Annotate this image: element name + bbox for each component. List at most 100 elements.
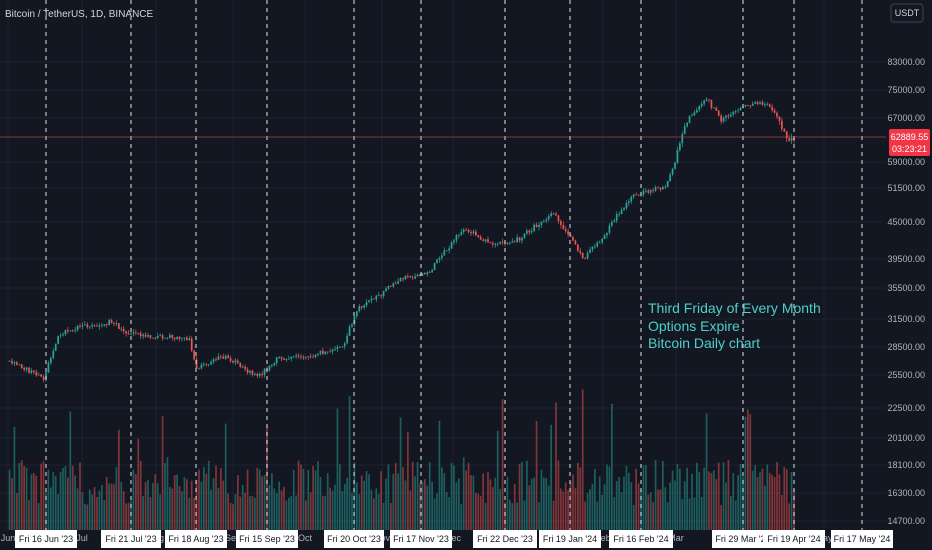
candle [671, 167, 674, 177]
volume-bar [290, 496, 293, 530]
candle [312, 354, 314, 359]
expiry-date-label[interactable]: Fri 18 Aug '23 [165, 530, 227, 548]
candle [343, 341, 346, 350]
expiry-date-label[interactable]: Fri 16 Feb '24 [609, 530, 673, 548]
volume-bar [375, 488, 378, 530]
volume-bar [45, 492, 47, 530]
volume-bar [18, 462, 21, 530]
volume-bar [254, 497, 256, 530]
volume-bar [764, 485, 766, 530]
expiry-date-label[interactable]: Fri 17 May '24 [831, 530, 893, 548]
candle [533, 222, 535, 232]
volume-bar [608, 466, 611, 530]
candle [62, 332, 64, 337]
expiry-date-label[interactable]: Fri 17 Nov '23 [390, 530, 452, 548]
candle [210, 359, 212, 366]
volume-bar [263, 475, 266, 530]
candle [57, 335, 59, 345]
volume-bar [416, 462, 419, 530]
candle [703, 99, 705, 107]
volume-bar [421, 481, 424, 530]
volume-bar [164, 462, 166, 530]
candle [419, 273, 421, 277]
expiry-date-label[interactable]: Fri 29 Mar '24 [712, 530, 774, 548]
volume-bar [215, 465, 217, 530]
candle [739, 106, 742, 111]
candle [540, 221, 543, 228]
annotation-line-1: Third Friday of Every Month [648, 300, 821, 316]
expiry-date-label[interactable]: Fri 21 Jul '23 [101, 530, 161, 548]
volume-bar [562, 491, 565, 530]
x-month-label: Mar [668, 533, 684, 543]
candle [93, 324, 96, 328]
candle [283, 357, 285, 361]
candle [496, 242, 499, 247]
candle [623, 206, 625, 212]
currency-button[interactable]: USDT [890, 3, 924, 23]
candle [336, 344, 339, 352]
candle [113, 321, 115, 327]
volume-bar [664, 487, 667, 530]
volume-bar [341, 491, 344, 530]
volume-bar [52, 471, 55, 530]
price-axis[interactable]: 83000.00 75000.00 67000.00 59000.00 51500.00… [887, 57, 925, 526]
candle [608, 223, 611, 235]
candle [756, 100, 759, 106]
expiry-date-label[interactable]: Fri 15 Sep '23 [236, 530, 298, 548]
volume-bar [783, 466, 786, 530]
candle [35, 369, 38, 377]
y-tick-label: 59000.00 [887, 157, 925, 167]
volume-bar [467, 462, 470, 530]
expiry-date-label[interactable]: Fri 20 Oct '23 [324, 530, 384, 548]
time-axis[interactable]: JunJulAugSepOctNovDecFebMarMayFri 16 Jun… [1, 530, 893, 548]
candle [657, 186, 659, 189]
candle [268, 365, 271, 372]
volume-bar [232, 504, 234, 530]
candle [105, 323, 108, 328]
y-tick-label: 75000.00 [887, 85, 925, 95]
candle [203, 362, 205, 367]
volume-bar [552, 500, 555, 530]
expiry-date-label[interactable]: Fri 19 Apr '24 [763, 530, 825, 548]
volume-bar [681, 499, 684, 530]
candle [618, 211, 620, 217]
volume-bar [482, 473, 484, 530]
volume-bar [509, 499, 511, 530]
candle [326, 351, 329, 355]
expiry-date-label[interactable]: Fri 19 Jan '24 [539, 530, 601, 548]
volume-bar [647, 494, 650, 530]
volume-bar [628, 472, 630, 530]
candle [467, 228, 470, 234]
candle [120, 326, 123, 332]
candle [239, 362, 242, 369]
candle [477, 234, 480, 239]
volume-bar [156, 483, 159, 530]
volume-bar [295, 495, 297, 530]
candle [433, 262, 436, 271]
volume-bar [557, 460, 560, 530]
expiry-date-label[interactable]: Fri 22 Dec '23 [473, 530, 537, 548]
volume-bar [220, 468, 222, 530]
candle [489, 241, 492, 244]
candle [188, 335, 191, 341]
candle [11, 358, 13, 366]
volume-bar [86, 504, 89, 530]
volume-bar [564, 482, 567, 530]
volume-bar [433, 498, 436, 530]
candle [399, 277, 402, 283]
volume-bar [81, 492, 84, 530]
volume-bar [144, 482, 147, 530]
volume-bar [465, 470, 467, 530]
volume-bar [110, 483, 113, 530]
volume-bar [734, 500, 737, 530]
volume-bar [526, 460, 528, 530]
expiry-date-label[interactable]: Fri 16 Jun '23 [15, 530, 77, 548]
candle [470, 229, 472, 236]
volume-bar [574, 487, 577, 530]
candle [402, 277, 404, 282]
volume-bar [674, 480, 676, 530]
annotation-note[interactable]: Third Friday of Every Month Options Expi… [648, 300, 821, 351]
candle [428, 270, 431, 274]
candle [122, 326, 125, 335]
